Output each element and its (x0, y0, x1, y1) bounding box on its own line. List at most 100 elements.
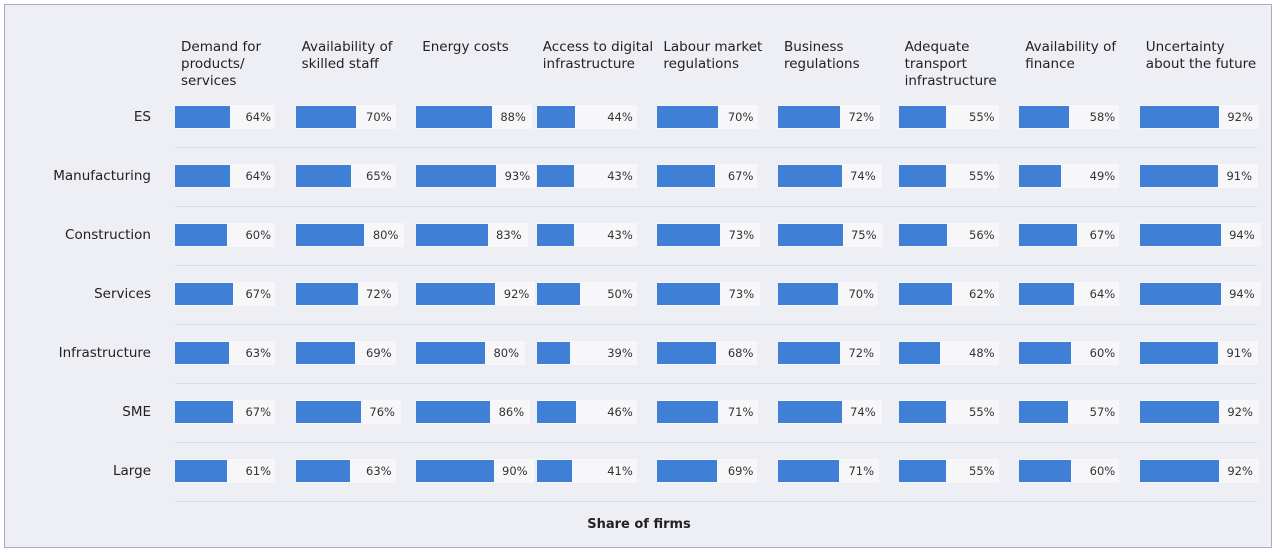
bar (1019, 106, 1070, 128)
bar (898, 106, 946, 128)
value-label: 65% (366, 169, 392, 183)
bar (295, 283, 358, 305)
bar (657, 283, 721, 305)
value-label: 58% (1089, 110, 1116, 124)
value-label: 83% (496, 228, 522, 242)
bar (1019, 460, 1071, 482)
row-label: Construction (65, 227, 151, 243)
bar (536, 460, 573, 482)
value-label: 74% (850, 169, 876, 183)
panel-header: Adequate transport infrastructure (904, 39, 997, 89)
panel-header: Business regulations (784, 39, 860, 72)
value-label: 74% (850, 405, 876, 419)
value-label: 72% (848, 110, 874, 124)
bar (778, 106, 840, 128)
row-separator (175, 147, 1257, 148)
bar (536, 283, 580, 305)
value-label: 55% (969, 169, 995, 183)
chart: Share of firms ES Manufacturing Constructi… (4, 4, 1272, 548)
bar (416, 342, 485, 364)
bar (1139, 165, 1219, 187)
bar (536, 224, 574, 246)
row-label: Manufacturing (53, 168, 151, 184)
bar (778, 460, 840, 482)
value-label: 56% (969, 228, 995, 242)
value-label: 61% (245, 464, 271, 478)
value-label: 57% (1089, 405, 1116, 419)
value-label: 86% (498, 405, 525, 419)
panel-header: Demand for products/ services (181, 39, 262, 89)
bar (295, 224, 365, 246)
bar (898, 165, 946, 187)
bar (416, 106, 492, 128)
value-label: 60% (1089, 346, 1116, 360)
value-label: 64% (1089, 287, 1116, 301)
bar (416, 283, 496, 305)
row-separator (175, 265, 1257, 266)
bar (295, 460, 350, 482)
row-separator (175, 383, 1257, 384)
bar (416, 401, 491, 423)
row-separator (175, 324, 1257, 325)
bar (175, 165, 231, 187)
bar (1019, 342, 1071, 364)
row-label: ES (133, 109, 151, 125)
value-label: 39% (607, 346, 633, 360)
bar (175, 401, 233, 423)
value-label: 63% (245, 346, 271, 360)
value-label: 68% (727, 346, 754, 360)
bar (898, 283, 952, 305)
value-label: 92% (1227, 405, 1253, 419)
bar (416, 224, 488, 246)
value-label: 71% (848, 464, 874, 478)
value-label: 92% (1227, 464, 1253, 478)
value-label: 67% (245, 287, 271, 301)
value-label: 60% (245, 228, 271, 242)
value-label: 70% (727, 110, 754, 124)
bar (536, 401, 577, 423)
panel-header: Availability of skilled staff (301, 39, 393, 72)
value-label: 50% (607, 287, 633, 301)
bar (175, 224, 227, 246)
value-label: 67% (245, 405, 271, 419)
bar (657, 224, 721, 246)
value-label: 64% (245, 169, 271, 183)
bar (778, 342, 840, 364)
value-label: 80% (493, 346, 519, 360)
bar (175, 283, 233, 305)
value-label: 69% (727, 464, 754, 478)
bar (778, 283, 839, 305)
value-label: 62% (969, 287, 995, 301)
value-label: 93% (504, 169, 531, 183)
value-label: 70% (848, 287, 874, 301)
value-label: 72% (848, 346, 874, 360)
row-label: Large (113, 463, 151, 479)
value-label: 49% (1089, 169, 1116, 183)
row-separator (175, 501, 1257, 502)
bar (295, 106, 356, 128)
bar (416, 165, 497, 187)
bar (898, 342, 940, 364)
row-separator (175, 206, 1257, 207)
bar (536, 342, 571, 364)
bar (1139, 224, 1221, 246)
panel-header: Labour market regulations (663, 39, 763, 72)
row-label: Infrastructure (58, 345, 151, 361)
value-label: 44% (607, 110, 633, 124)
bar (1019, 401, 1069, 423)
bar (778, 224, 843, 246)
bar (1139, 283, 1221, 305)
value-label: 75% (850, 228, 877, 242)
panel-header: Uncertainty about the future (1145, 39, 1257, 72)
value-label: 88% (500, 110, 526, 124)
value-label: 76% (369, 405, 395, 419)
bar (1139, 106, 1219, 128)
bar (898, 460, 946, 482)
bar (657, 106, 718, 128)
bar (1019, 165, 1062, 187)
bar (657, 165, 715, 187)
row-label: SME (122, 404, 151, 420)
bar (536, 106, 575, 128)
value-label: 92% (1227, 110, 1253, 124)
value-label: 55% (969, 110, 995, 124)
